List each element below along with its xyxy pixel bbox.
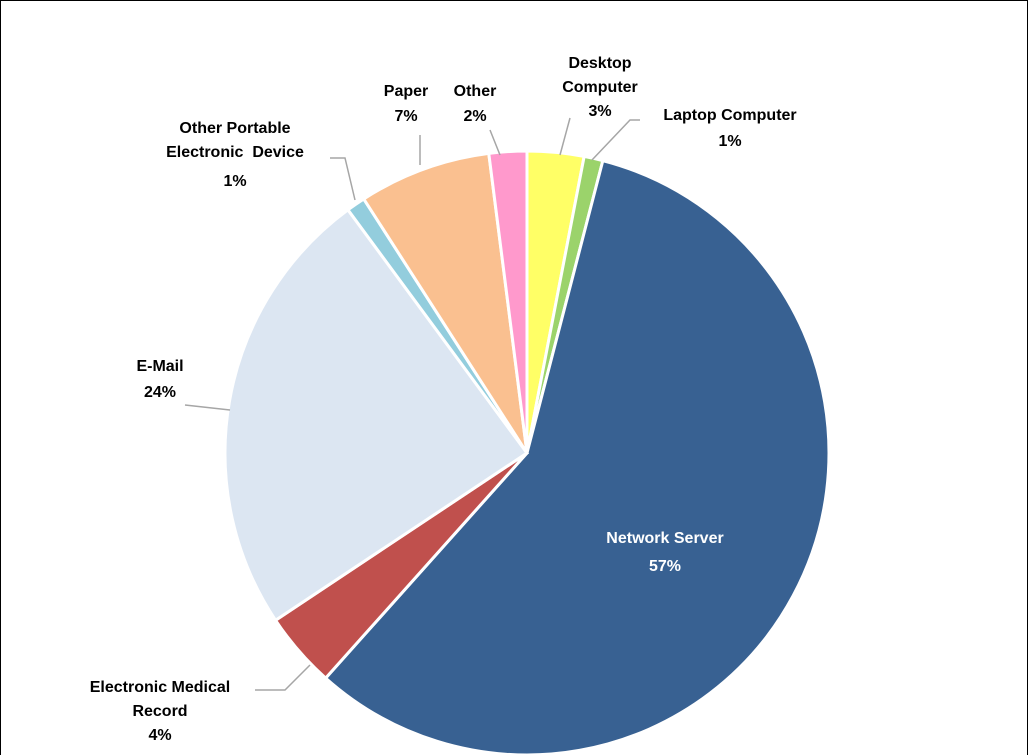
pie-slice: [487, 149, 529, 454]
pie-slice: [361, 151, 529, 454]
slice-label: Other: [453, 83, 497, 100]
pie-slice: [223, 207, 530, 623]
value-label: 7%: [394, 108, 418, 125]
value-label: 1%: [718, 133, 742, 150]
leader-line: [591, 119, 640, 161]
slice-label: Other Portable Electronic Device: [166, 120, 304, 161]
value-label: 3%: [588, 103, 612, 120]
leader-line: [184, 404, 231, 411]
slice-label: Paper: [383, 83, 429, 100]
slice-label: Network Server: [606, 530, 724, 547]
leader-line: [255, 664, 311, 691]
value-label: 24%: [143, 384, 177, 401]
value-label: 2%: [463, 108, 487, 125]
slice-label: Laptop Computer: [663, 107, 797, 124]
slice-label: Desktop Computer: [562, 55, 638, 96]
value-label: 4%: [148, 727, 172, 744]
leader-line: [559, 117, 571, 156]
slice-label: E-Mail: [136, 358, 184, 375]
value-label: 1%: [223, 173, 247, 190]
slice-label: Electronic Medical Record: [89, 679, 235, 720]
pie-slice: [323, 158, 831, 755]
leader-line: [489, 129, 501, 156]
leader-line: [330, 157, 356, 201]
value-label: 57%: [648, 558, 682, 575]
